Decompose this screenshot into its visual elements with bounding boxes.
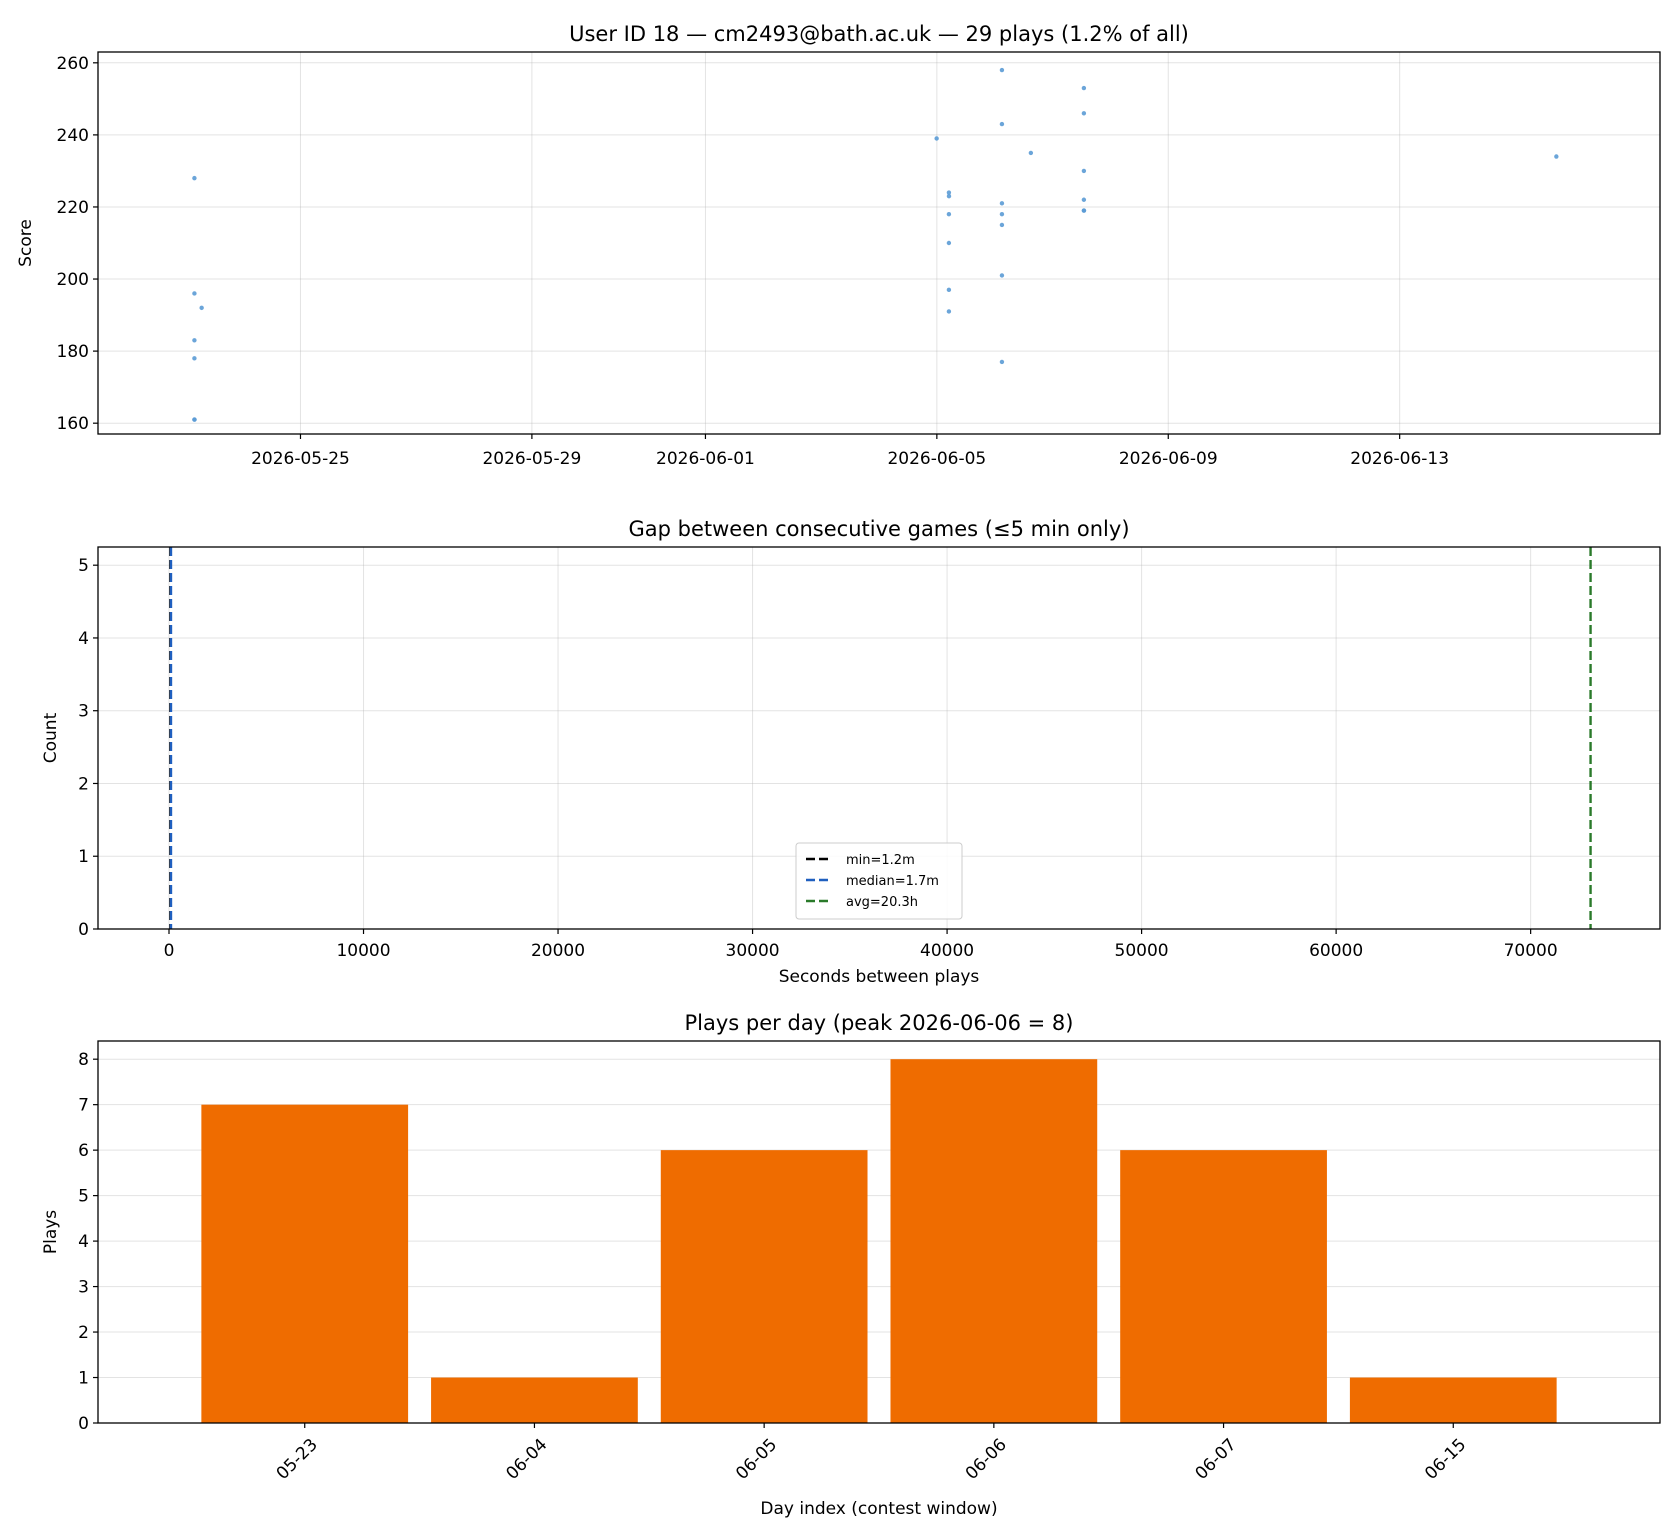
plays-bar [201,1104,409,1423]
scatter-xtick-label: 2026-06-01 [656,449,755,469]
scatter-points [192,67,1559,422]
scatter-title: User ID 18 — cm2493@bath.ac.uk — 29 play… [569,22,1189,46]
gap-xtick-label: 30000 [726,941,780,961]
score-point [199,305,204,311]
gap-xtick-label: 70000 [1504,941,1558,961]
scatter-ytick-label: 180 [57,342,89,362]
score-point [946,309,952,314]
gap-x-axis-label: Seconds between plays [779,967,980,987]
gap-xtick-label: 40000 [920,941,974,961]
gap-x-ticks: 0 10000 20000 30000 40000 50000 60000 70000 [164,929,1558,961]
gap-y-axis-label: Count [41,712,61,763]
gap-y-ticks: 0 1 2 3 4 5 [78,556,98,940]
score-point [1081,85,1087,91]
gap-panel: 0 10000 20000 30000 40000 50000 60000 70000 0 1 2… [41,517,1661,987]
gap-ytick-label: 4 [78,629,89,649]
bars-ytick-label: 6 [78,1141,89,1161]
plays-bar [890,1059,1098,1423]
plays-per-day-panel: 05-23 06-04 06-05 06-06 06-07 06-15 012345678… [41,1011,1661,1519]
bars-ytick-label: 8 [78,1050,89,1070]
gap-legend-label: avg=20.3h [846,895,918,910]
scatter-ytick-label: 260 [57,54,89,74]
plays-bar [1349,1377,1557,1423]
plays-bar [660,1150,868,1423]
gap-xtick-label: 50000 [1115,941,1169,961]
scatter-xtick-label: 2026-05-29 [482,449,581,469]
gap-reference-lines [169,547,1592,929]
plays-bar [431,1377,638,1423]
score-point [946,240,952,246]
scatter-ytick-label: 220 [57,198,89,218]
bars-ytick-label: 2 [78,1323,89,1343]
gap-title: Gap between consecutive games (≤5 min on… [628,517,1129,541]
score-point [946,190,952,195]
gap-legend-label: min=1.2m [846,853,915,868]
bars-ytick-label: 3 [78,1278,89,1298]
scatter-xtick-label: 2026-05-25 [251,449,350,469]
gap-ytick-label: 2 [78,774,89,794]
score-point [999,201,1005,206]
bars-ytick-label: 7 [78,1096,89,1116]
score-point [1081,111,1087,116]
scatter-frame [97,51,1661,435]
score-point [192,175,197,181]
bars-ytick-label: 0 [78,1414,89,1434]
score-point [999,222,1005,228]
scatter-y-axis-label: Score [16,219,36,267]
score-point [999,273,1005,278]
score-point [999,211,1005,217]
scatter-grid [98,52,1660,434]
gap-xtick-label: 0 [164,941,175,961]
score-point [999,67,1005,73]
gap-ytick-label: 3 [78,702,89,722]
scatter-y-ticks: 160 180 200 220 240 260 [57,54,98,434]
score-point [934,136,939,141]
score-point [999,359,1005,365]
score-point [999,121,1005,127]
score-point [192,417,197,422]
gap-ytick-label: 5 [78,556,89,576]
scatter-xtick-label: 2026-06-05 [887,449,986,469]
bars-ytick-label: 4 [78,1232,89,1252]
bars-x-axis-label: Day index (contest window) [760,1499,997,1519]
gap-frame [97,546,1661,930]
bars-ytick-label: 1 [78,1369,89,1389]
scatter-xtick-label: 2026-06-09 [1119,449,1218,469]
gap-xtick-label: 10000 [336,941,390,961]
score-point [1081,208,1087,213]
scatter-x-ticks: 2026-05-25 2026-05-29 2026-06-01 2026-06-05… [251,434,1449,469]
bars-title: Plays per day (peak 2026-06-06 = 8) [685,1011,1074,1035]
score-point [1081,168,1087,174]
gap-legend-label: median=1.7m [846,874,939,889]
bars-frame [97,1040,1661,1424]
score-point [1554,154,1559,159]
score-point [946,193,952,199]
gap-ytick-label: 0 [78,920,89,940]
score-point [946,287,952,293]
score-point [192,356,197,361]
gap-xtick-label: 20000 [531,941,585,961]
score-point [946,211,952,217]
gap-ytick-label: 1 [78,847,89,867]
score-point [192,291,197,296]
gap-legend: min=1.2m median=1.7m avg=20.3h [795,842,963,920]
bars-y-axis-label: Plays [41,1210,61,1254]
score-point [1028,150,1034,156]
scatter-xtick-label: 2026-06-13 [1350,449,1449,469]
scatter-panel: 2026-05-25 2026-05-29 2026-06-01 2026-06-05… [16,22,1661,469]
gap-xtick-label: 60000 [1309,941,1363,961]
score-point [1081,197,1087,202]
scatter-ytick-label: 200 [57,270,89,290]
plays-bar [1120,1150,1327,1423]
bars [201,1059,1557,1423]
bars-ytick-label: 5 [78,1187,89,1207]
score-point [192,338,197,343]
scatter-ytick-label: 240 [57,126,89,146]
bars-y-ticks: 0 1 2 3 4 5 6 7 8 [78,1050,98,1434]
gap-legend-box [795,842,963,920]
scatter-ytick-label: 160 [57,414,89,434]
